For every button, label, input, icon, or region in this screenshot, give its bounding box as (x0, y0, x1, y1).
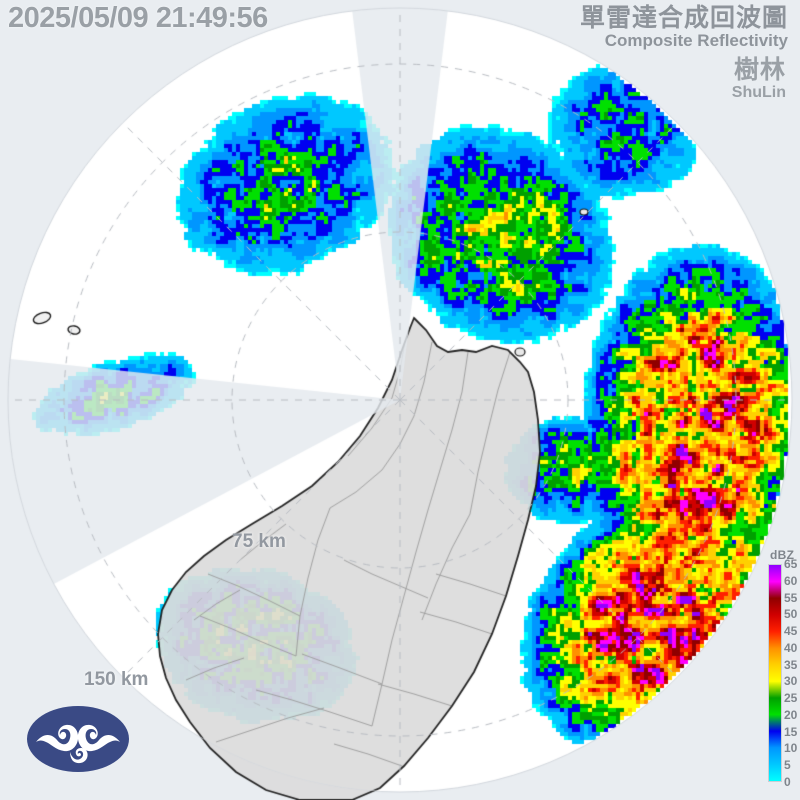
title-chinese: 單雷達合成回波圖 (579, 3, 788, 32)
colorbar-tick-30: 30 (784, 674, 798, 689)
colorbar-tick-60: 60 (784, 573, 798, 588)
cwa-logo (27, 706, 129, 772)
dbz-colorbar: dBZ 65 60 55 50 45 40 35 30 25 20 15 10 5 0 (766, 548, 800, 788)
colorbar-tick-40: 40 (784, 640, 798, 655)
colorbar-tick-50: 50 (784, 607, 798, 622)
colorbar-tick-25: 25 (784, 691, 798, 706)
colorbar-tick-15: 15 (784, 724, 798, 739)
colorbar-tick-55: 55 (784, 590, 798, 605)
station-block: 樹林 ShuLin (732, 56, 786, 102)
title-block: 單雷達合成回波圖 Composite Reflectivity (580, 4, 788, 51)
station-name-chinese: 樹林 (733, 55, 786, 84)
colorbar-tick-20: 20 (784, 707, 798, 722)
colorbar-title: dBZ (770, 548, 795, 562)
colorbar-tick-65: 65 (784, 557, 798, 571)
range-ring-label-150km: 150 km (84, 669, 149, 690)
colorbar-tick-35: 35 (784, 657, 798, 672)
range-ring-label-75km: 75 km (232, 531, 286, 552)
station-name-english: ShuLin (731, 83, 786, 101)
colorbar-gradient (768, 564, 782, 782)
colorbar-tick-45: 45 (784, 624, 798, 639)
colorbar-tick-0: 0 (784, 775, 791, 789)
colorbar-tick-10: 10 (784, 741, 798, 756)
timestamp-label: 2025/05/09 21:49:56 (8, 2, 268, 34)
colorbar-tick-5: 5 (784, 758, 791, 773)
title-english: Composite Reflectivity (604, 31, 788, 50)
